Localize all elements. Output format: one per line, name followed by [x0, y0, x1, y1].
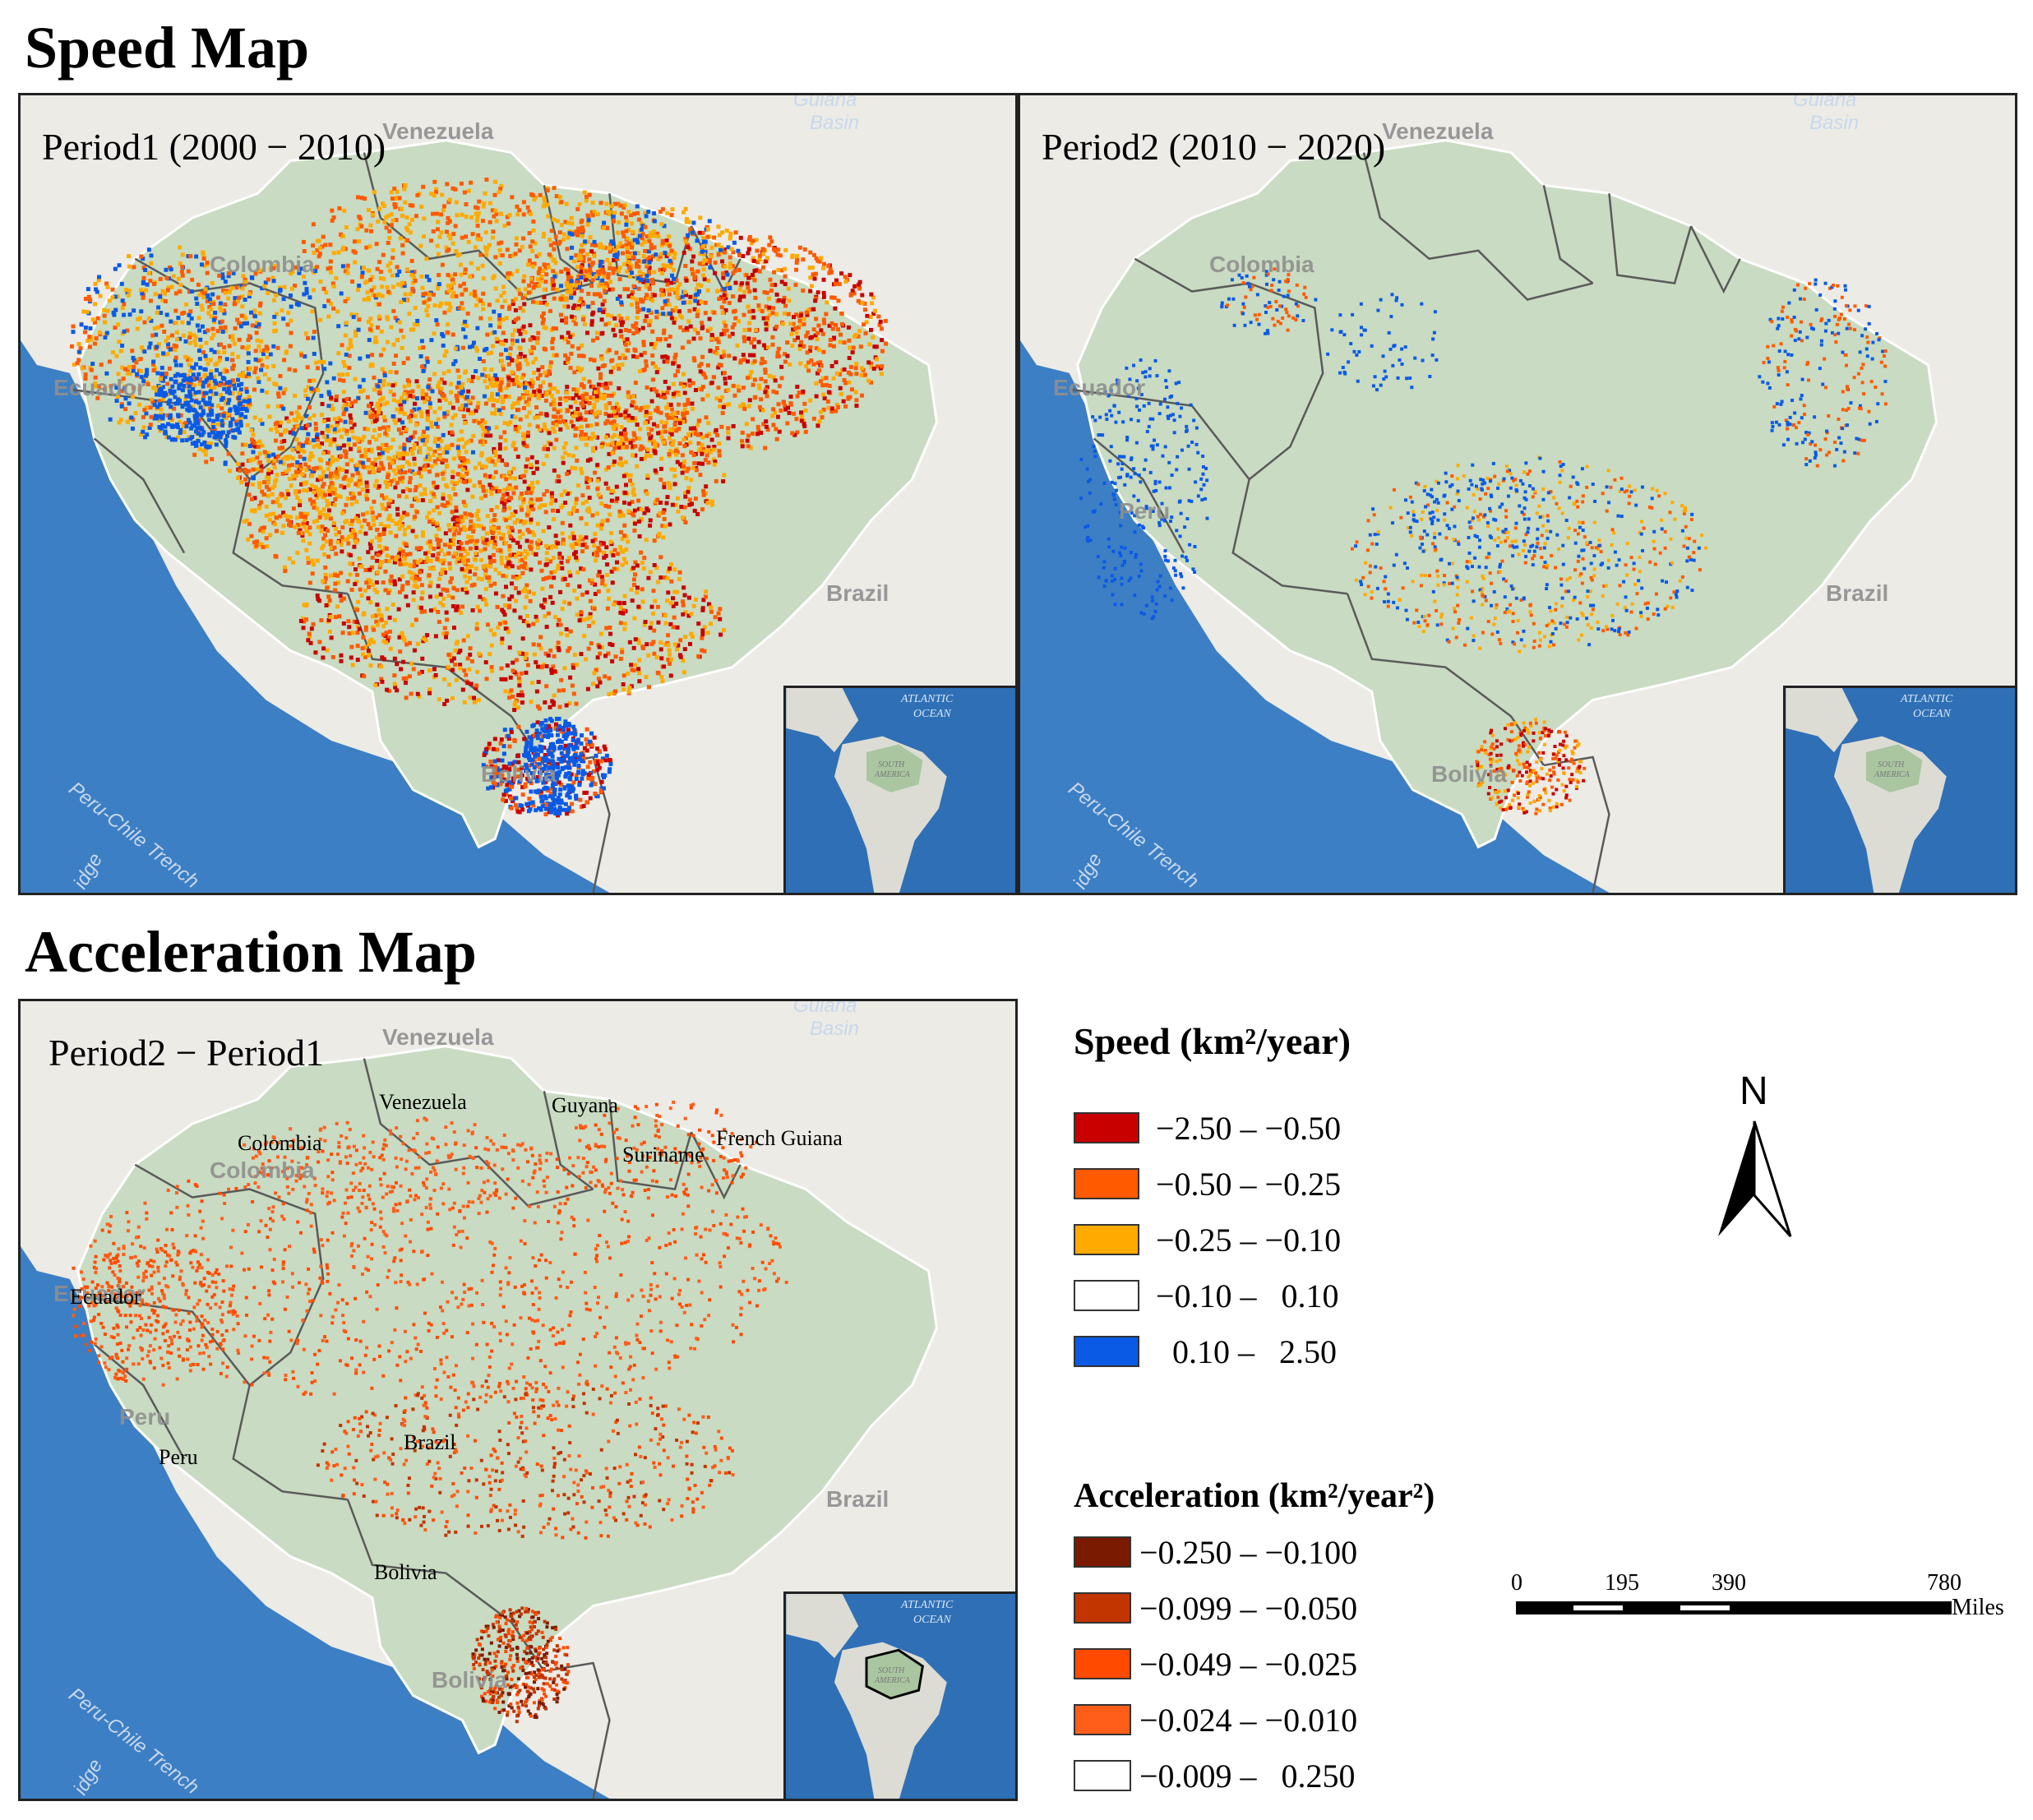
inset-continent-label: AMERICA	[1874, 770, 1910, 779]
basemap-bolivia-label: Bolivia	[481, 761, 557, 787]
speed-legend-item: −0.50 – −0.25	[1074, 1165, 1342, 1203]
speed-map-title: Speed Map	[25, 15, 310, 81]
basemap-peru-label: Peru	[1119, 498, 1171, 524]
legend-swatch	[1074, 1224, 1139, 1255]
basemap-bolivia-label: Bolivia	[1431, 761, 1507, 787]
legend-label: −0.049 – −0.025	[1139, 1645, 1358, 1683]
inset-ocean-label: ATLANTIC	[901, 1599, 954, 1611]
speed-legend-item: −2.50 – −0.50	[1074, 1109, 1342, 1147]
basemap-guiana-basin-label: Guiana	[1793, 93, 1857, 111]
basemap-bolivia-label: Bolivia	[432, 1667, 507, 1693]
inset-continent-label: AMERICA	[875, 1676, 910, 1685]
legend-swatch	[1074, 1536, 1131, 1568]
inset-continent-label: SOUTH	[878, 760, 905, 769]
speed-legend-item: 0.10 – 2.50	[1074, 1333, 1337, 1370]
basemap-guiana-basin-label: Basin	[810, 1018, 860, 1040]
scale-tick-label: 390	[1712, 1570, 1746, 1596]
inset-ocean-label: ATLANTIC	[1901, 693, 1953, 705]
country-label-brazil: Brazil	[404, 1430, 456, 1454]
legend-swatch	[1074, 1704, 1131, 1735]
inset-continent-label: SOUTH	[1878, 760, 1905, 769]
locator-inset-map	[786, 1594, 1015, 1799]
scale-tick-label: 780	[1927, 1570, 1961, 1596]
basemap-peru-label: Peru	[119, 1404, 171, 1430]
basemap-ecuador-label: Ecuador	[1053, 375, 1146, 400]
country-label-venezuela: Venezuela	[379, 1090, 467, 1114]
legend-swatch	[1074, 1168, 1139, 1199]
north-arrow-icon	[1718, 1120, 1792, 1237]
country-label-french-guiana: French Guiana	[716, 1126, 843, 1150]
locator-inset-map	[786, 688, 1015, 893]
legend-label: −0.099 – −0.050	[1139, 1589, 1358, 1627]
legend-label: −0.10 – 0.10	[1156, 1277, 1339, 1314]
legend-swatch	[1074, 1648, 1131, 1679]
acceleration-legend-item: −0.009 – 0.250	[1074, 1757, 1356, 1795]
basemap-guiana-basin-label: Guiana	[793, 93, 857, 111]
legend-label: −0.25 – −0.10	[1156, 1221, 1342, 1259]
scale-unit-label: Miles	[1952, 1595, 2004, 1620]
basemap-ecuador-label: Ecuador	[53, 1281, 146, 1306]
basemap-ecuador-label: Ecuador	[53, 375, 146, 400]
speed-legend-item: −0.10 – 0.10	[1074, 1277, 1339, 1314]
legend-swatch	[1074, 1336, 1139, 1367]
legend-swatch	[1074, 1760, 1131, 1791]
north-arrow-letter: N	[1740, 1069, 1768, 1113]
country-label-ecuador: Ecuador	[70, 1285, 141, 1309]
scale-tick-label: 0	[1511, 1570, 1522, 1596]
basemap	[21, 95, 1015, 893]
country-label-suriname: Suriname	[622, 1143, 705, 1166]
locator-inset-map	[1786, 688, 2015, 893]
basemap-brazil-label: Brazil	[1826, 580, 1889, 606]
acceleration-map-title: Acceleration Map	[25, 919, 477, 985]
legend-label: −2.50 – −0.50	[1156, 1109, 1342, 1147]
legend-swatch	[1074, 1280, 1139, 1311]
legend-label: −0.250 – −0.100	[1139, 1533, 1358, 1571]
inset-ocean-label: ATLANTIC	[901, 693, 954, 705]
scale-tick-label: 195	[1605, 1570, 1639, 1596]
legend-label: −0.50 – −0.25	[1156, 1165, 1342, 1203]
legend-swatch	[1074, 1592, 1131, 1624]
acceleration-legend-title: Acceleration (km²/year²)	[1074, 1477, 1435, 1515]
country-label-bolivia: Bolivia	[374, 1560, 437, 1584]
scale-bar-graphic	[1516, 1601, 1952, 1614]
speed-period2-label: Period2 (2010 − 2020)	[1042, 126, 1386, 168]
speed-period1-label: Period1 (2000 − 2010)	[42, 126, 386, 168]
basemap-guiana-basin-label: Basin	[810, 112, 860, 134]
basemap-venezuela-label: Venezuela	[1382, 118, 1494, 144]
speed-map-period2: Guiana Basin Venezuela Colombia Ecuador …	[1018, 93, 2017, 895]
basemap-colombia-label: Colombia	[210, 252, 315, 277]
inset-ocean-label: OCEAN	[913, 1614, 951, 1626]
locator-inset: ATLANTIC OCEAN SOUTH AMERICA	[783, 1591, 1015, 1799]
acceleration-legend-item: −0.049 – −0.025	[1074, 1645, 1358, 1683]
legend-label: −0.009 – 0.250	[1139, 1757, 1356, 1795]
basemap-brazil-label: Brazil	[826, 1486, 889, 1512]
basemap-colombia-label: Colombia	[210, 1157, 315, 1183]
legend-label: −0.024 – −0.010	[1139, 1701, 1358, 1739]
acceleration-map: Guiana Basin Venezuela Colombia Ecuador …	[18, 999, 1018, 1801]
acceleration-period-label: Period2 − Period1	[49, 1032, 325, 1074]
acceleration-legend-item: −0.250 – −0.100	[1074, 1533, 1358, 1571]
legend-label: 0.10 – 2.50	[1156, 1333, 1337, 1370]
legend-swatch	[1074, 1112, 1139, 1143]
inset-continent-label: AMERICA	[875, 770, 910, 779]
country-label-peru: Peru	[159, 1445, 198, 1469]
basemap-brazil-label: Brazil	[826, 580, 889, 606]
inset-ocean-label: OCEAN	[913, 708, 951, 720]
acceleration-legend-item: −0.024 – −0.010	[1074, 1701, 1358, 1739]
basemap-colombia-label: Colombia	[1209, 252, 1315, 277]
country-label-guyana: Guyana	[552, 1093, 618, 1117]
country-label-colombia: Colombia	[238, 1131, 322, 1155]
basemap-venezuela-label: Venezuela	[382, 1024, 494, 1050]
basemap-venezuela-label: Venezuela	[382, 118, 494, 144]
inset-ocean-label: OCEAN	[1913, 708, 1951, 720]
basemap-guiana-basin-label: Guiana	[793, 999, 857, 1017]
acceleration-legend-item: −0.099 – −0.050	[1074, 1589, 1358, 1627]
basemap-guiana-basin-label: Basin	[1809, 112, 1860, 134]
locator-inset: ATLANTIC OCEAN SOUTH AMERICA	[1783, 686, 2015, 893]
speed-legend-item: −0.25 – −0.10	[1074, 1221, 1342, 1259]
speed-legend-title: Speed (km²/year)	[1074, 1020, 1351, 1062]
speed-map-period1: Guiana Basin Venezuela Colombia Ecuador …	[18, 93, 1018, 895]
locator-inset: ATLANTIC OCEAN SOUTH AMERICA	[783, 686, 1015, 893]
inset-continent-label: SOUTH	[878, 1666, 905, 1675]
